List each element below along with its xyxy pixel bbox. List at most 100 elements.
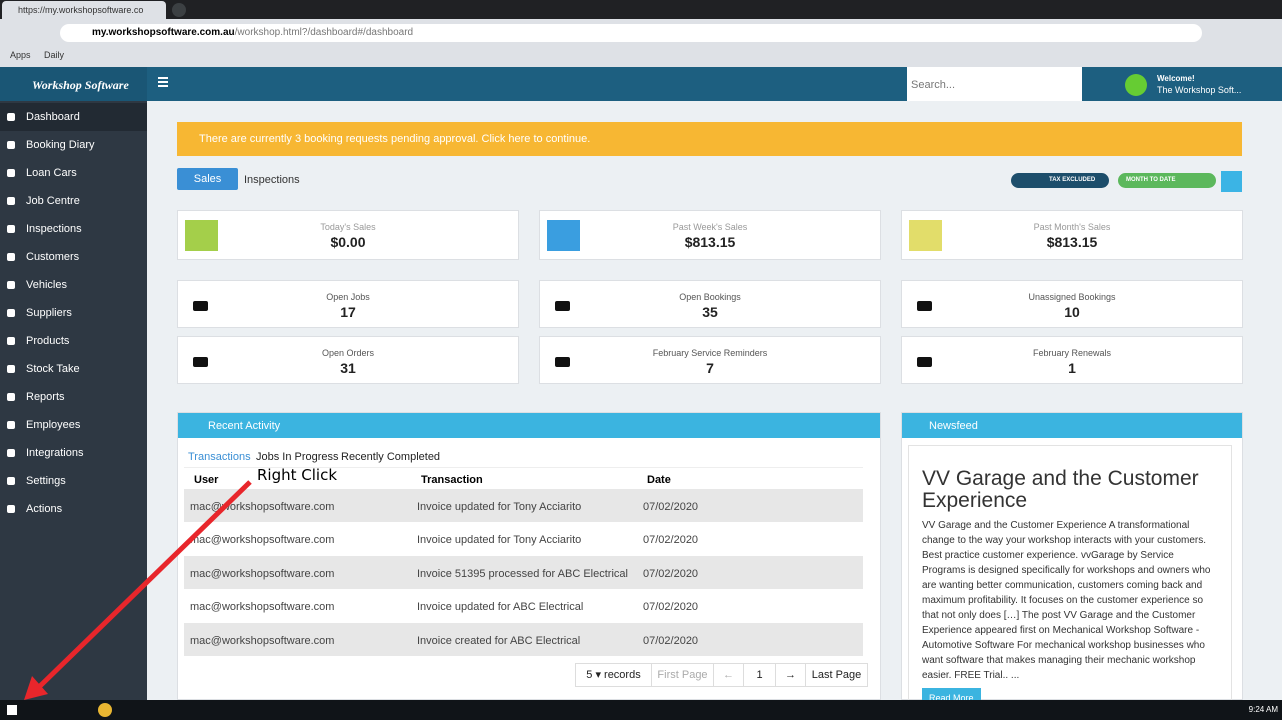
stat-label: Open Bookings	[679, 292, 741, 302]
stat-value: $813.15	[1046, 234, 1098, 250]
recent-tab[interactable]: Transactions	[188, 451, 251, 463]
url-host: my.workshopsoftware.com.au	[92, 27, 235, 38]
sidebar-item[interactable]: Loan Cars	[0, 159, 147, 187]
pager-item[interactable]: 1	[743, 664, 775, 686]
recent-tab[interactable]: Recently Completed	[341, 451, 441, 463]
sidebar-item[interactable]: Integrations	[0, 439, 147, 467]
table-row[interactable]: mac@workshopsoftware.com Invoice updated …	[184, 522, 863, 556]
news-headline[interactable]: VV Garage and the Customer Experience	[922, 467, 1199, 512]
table-cell: mac@workshopsoftware.com	[190, 534, 335, 547]
stat-icon	[547, 220, 580, 251]
annotation-arrow	[36, 480, 252, 690]
sidebar-item[interactable]: Stock Take	[0, 355, 147, 383]
sidebar-item[interactable]: Employees	[0, 411, 147, 439]
stat-value: $813.15	[684, 234, 736, 250]
stat-value: 35	[702, 304, 718, 320]
stat-card[interactable]: Past Week's Sales $813.15	[539, 210, 881, 260]
stat-value: 7	[706, 360, 714, 376]
favourite-button[interactable]	[1221, 171, 1242, 192]
new-tab[interactable]	[172, 3, 186, 17]
bookmark[interactable]: Apps	[10, 50, 31, 60]
sidebar-item[interactable]: Suppliers	[0, 299, 147, 327]
table-row[interactable]: mac@workshopsoftware.com Invoice created …	[184, 622, 863, 656]
stat-value: 31	[340, 360, 356, 376]
recent-tab[interactable]: Jobs In Progress	[256, 451, 339, 463]
tab-sales[interactable]: Sales	[177, 168, 238, 190]
stat-value: 17	[340, 304, 356, 320]
table-cell: Invoice created for ABC Electrical	[417, 634, 581, 647]
table-row[interactable]: mac@workshopsoftware.com Invoice updated …	[184, 489, 863, 523]
sidebar: Dashboard Booking Diary Loan Cars Job Centr…	[0, 101, 147, 700]
stat-label: Past Month's Sales	[1033, 222, 1111, 232]
pager-item[interactable]: →	[775, 664, 805, 686]
stat-label: February Renewals	[1032, 348, 1112, 358]
sidebar-item[interactable]: Vehicles	[0, 271, 147, 299]
tab[interactable]: https://my.workshopsoftware.co	[2, 1, 166, 19]
pager-item[interactable]: Last Page	[805, 664, 867, 686]
sidebar-item[interactable]: Booking Diary	[0, 131, 147, 159]
stat-icon	[555, 301, 570, 311]
stat-card[interactable]: Open Bookings 35	[539, 280, 881, 328]
stat-card[interactable]: Past Month's Sales $813.15	[901, 210, 1243, 260]
newsfeed-panel: Newsfeed VV Garage and the Customer Expe…	[901, 412, 1243, 708]
stat-card[interactable]: Unassigned Bookings 10	[901, 280, 1243, 328]
sidebar-item[interactable]: Dashboard	[0, 103, 147, 131]
table-cell: 07/02/2020	[643, 501, 699, 513]
sidebar-item[interactable]: Customers	[0, 243, 147, 271]
chrome-icon[interactable]	[98, 703, 112, 717]
toggle-tax[interactable]: TAX EXCLUDED	[1011, 173, 1109, 188]
start-button[interactable]	[7, 705, 17, 715]
stat-label: Unassigned Bookings	[1028, 292, 1116, 302]
stat-icon	[917, 357, 932, 367]
table-header: User Transaction Date	[184, 467, 863, 489]
sidebar-item[interactable]: Reports	[0, 383, 147, 411]
stat-label: February Service Reminders	[652, 348, 768, 358]
column-header: Transaction	[421, 474, 483, 486]
pager-item[interactable]: First Page	[651, 664, 713, 686]
table-row[interactable]: mac@workshopsoftware.com Invoice updated …	[184, 589, 863, 623]
stat-card[interactable]: Today's Sales $0.00	[177, 210, 519, 260]
sidebar-item[interactable]: Settings	[0, 467, 147, 495]
taskbar: 9:24 AM	[0, 700, 1282, 720]
sidebar-item[interactable]: Inspections	[0, 215, 147, 243]
browser-chrome: https://my.workshopsoftware.co my.worksh…	[0, 0, 1282, 67]
address-bar[interactable]: my.workshopsoftware.com.au/workshop.html…	[60, 24, 1202, 42]
sidebar-item[interactable]: Products	[0, 327, 147, 355]
stat-value: 10	[1064, 304, 1080, 320]
alert[interactable]: There are currently 3 booking requests p…	[177, 122, 1242, 156]
toggle-month[interactable]: MONTH TO DATE	[1118, 173, 1216, 188]
sidebar-item[interactable]: Job Centre	[0, 187, 147, 215]
search[interactable]: Search...	[907, 67, 1082, 101]
stat-icon	[917, 301, 932, 311]
table-cell: Invoice updated for ABC Electrical	[417, 601, 584, 614]
stat-icon	[909, 220, 942, 251]
pager-item[interactable]: 5 ▾ records	[586, 669, 641, 681]
user-name[interactable]: The Workshop Soft...	[1157, 85, 1242, 95]
sidebar-item[interactable]: Actions	[0, 495, 147, 523]
stat-value: $0.00	[330, 234, 366, 250]
stat-card[interactable]: February Renewals 1	[901, 336, 1243, 384]
tab-bar	[0, 0, 1282, 19]
brand[interactable]: Workshop Software	[0, 67, 147, 101]
pagination: 5 ▾ records First Page ← 1 → Last Page	[575, 663, 868, 687]
table-row[interactable]: mac@workshopsoftware.com Invoice 51395 pr…	[184, 555, 863, 590]
recent-panel: Recent Activity Transactions Jobs In Prog…	[177, 412, 881, 700]
table-cell: Invoice 51395 processed for ABC Electric…	[417, 567, 628, 580]
panel-title: Newsfeed	[902, 413, 1242, 438]
pager-item[interactable]: ←	[713, 664, 743, 686]
stat-card[interactable]: Open Orders 31	[177, 336, 519, 384]
table-cell: Invoice updated for Tony Acciarito	[417, 534, 582, 547]
welcome: Welcome!	[1157, 74, 1195, 83]
stat-label: Open Jobs	[326, 292, 370, 302]
arrow-head	[24, 676, 48, 700]
url-path: /workshop.html?/dashboard#/dashboard	[234, 27, 414, 38]
menu-icon[interactable]	[158, 77, 168, 79]
stat-card[interactable]: Open Jobs 17	[177, 280, 519, 328]
stat-card[interactable]: February Service Reminders 7	[539, 336, 881, 384]
tab-inspections[interactable]: Inspections	[244, 174, 300, 186]
app-header: Workshop Software Search... Welcome! The…	[0, 67, 1282, 101]
bookmark[interactable]: Daily	[44, 50, 65, 60]
stat-icon	[193, 357, 208, 367]
